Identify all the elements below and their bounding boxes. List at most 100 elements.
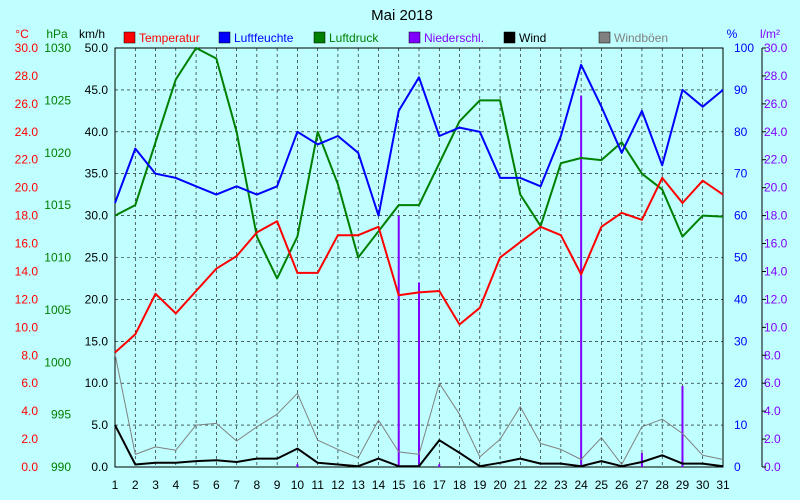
y-tick-label-temp: 28.0 [15,69,39,83]
x-tick-label: 30 [696,478,710,492]
y-tick-label-temp: 2.0 [21,432,38,446]
x-tick-label: 5 [193,478,200,492]
y-tick-label-temp: 12.0 [15,292,39,306]
y-tick-label-hum: 100 [734,41,754,55]
y-tick-label-hum: 0 [734,460,741,474]
y-tick-label-rain: 20.0 [764,181,788,195]
y-tick-label-temp: 22.0 [15,153,39,167]
legend-label: Wind [519,31,546,45]
axis-unit-hum: % [727,27,738,41]
y-tick-label-temp: 14.0 [15,264,39,278]
y-tick-label-wind: 50.0 [85,41,109,55]
x-tick-label: 24 [574,478,588,492]
y-tick-label-temp: 20.0 [15,181,39,195]
x-tick-label: 26 [615,478,629,492]
y-tick-label-temp: 18.0 [15,209,39,223]
y-tick-label-press: 1025 [44,93,71,107]
y-tick-label-rain: 10.0 [764,320,788,334]
x-tick-label: 15 [392,478,406,492]
y-tick-label-temp: 4.0 [21,404,38,418]
y-tick-label-temp: 6.0 [21,376,38,390]
legend-label: Temperatur [139,31,200,45]
x-tick-label: 7 [233,478,240,492]
y-tick-label-wind: 5.0 [91,418,108,432]
legend-swatch [503,31,516,44]
x-tick-label: 6 [213,478,220,492]
y-tick-label-hum: 80 [734,125,748,139]
x-tick-label: 4 [172,478,179,492]
legend-label: Niederschl. [424,31,484,45]
y-tick-label-press: 990 [51,460,71,474]
y-tick-label-rain: 4.0 [764,404,781,418]
y-tick-label-temp: 16.0 [15,237,39,251]
y-tick-label-wind: 45.0 [85,83,109,97]
x-tick-label: 16 [412,478,426,492]
x-tick-label: 31 [716,478,730,492]
x-tick-label: 25 [595,478,609,492]
y-tick-label-rain: 8.0 [764,348,781,362]
x-tick-label: 12 [331,478,345,492]
y-tick-label-hum: 10 [734,418,748,432]
y-tick-label-rain: 14.0 [764,264,788,278]
y-tick-label-press: 995 [51,408,71,422]
y-tick-label-rain: 16.0 [764,237,788,251]
y-tick-label-temp: 24.0 [15,125,39,139]
y-tick-label-press: 1000 [44,355,71,369]
y-tick-label-press: 1020 [44,146,71,160]
y-tick-label-rain: 24.0 [764,125,788,139]
y-tick-label-rain: 26.0 [764,97,788,111]
y-tick-label-wind: 0.0 [91,460,108,474]
chart-title: Mai 2018 [371,7,433,24]
series-line-Temperatur [114,176,724,354]
x-tick-label: 23 [554,478,568,492]
y-tick-label-press: 1010 [44,251,71,265]
y-tick-label-temp: 8.0 [21,348,38,362]
y-tick-label-hum: 30 [734,334,748,348]
y-tick-label-wind: 20.0 [85,292,109,306]
legend-swatch [313,31,326,44]
y-tick-label-wind: 35.0 [85,167,109,181]
y-tick-label-rain: 30.0 [764,41,788,55]
y-tick-label-hum: 20 [734,376,748,390]
y-tick-label-wind: 10.0 [85,376,109,390]
x-tick-label: 17 [433,478,447,492]
y-tick-label-press: 1015 [44,198,71,212]
y-tick-label-rain: 6.0 [764,376,781,390]
y-tick-label-rain: 18.0 [764,209,788,223]
y-tick-label-wind: 40.0 [85,125,109,139]
legend-label: Luftdruck [329,31,379,45]
series-line-Wind [114,424,724,468]
y-tick-label-hum: 40 [734,292,748,306]
y-tick-label-rain: 0.0 [764,460,781,474]
axis-unit-wind: km/h [79,27,105,41]
legend-swatch [598,31,611,44]
y-tick-label-rain: 28.0 [764,69,788,83]
axis-unit-rain: l/m² [760,27,780,41]
x-tick-label: 29 [676,478,690,492]
y-tick-label-wind: 30.0 [85,209,109,223]
x-tick-label: 3 [152,478,159,492]
y-tick-label-wind: 25.0 [85,251,109,265]
axis-unit-temp: °C [15,27,29,41]
x-tick-label: 20 [493,478,507,492]
x-tick-label: 27 [635,478,649,492]
plot-area: 1 2 3 4 5 6 7 8 9 10 11 12 13 14 15 16 17 18 19 20 21 22 23 24 2… [15,27,788,492]
x-tick-label: 21 [514,478,528,492]
x-tick-label: 18 [453,478,467,492]
x-tick-label: 10 [291,478,305,492]
x-tick-label: 9 [274,478,281,492]
y-tick-label-temp: 26.0 [15,97,39,111]
y-tick-label-rain: 2.0 [764,432,781,446]
x-tick-label: 11 [311,478,324,492]
legend-label: Luftfeuchte [234,31,294,45]
y-tick-label-temp: 10.0 [15,320,39,334]
legend-swatch [218,31,231,44]
y-tick-label-press: 1005 [44,303,71,317]
x-tick-label: 8 [254,478,261,492]
x-tick-label: 2 [132,478,139,492]
series-line-Luftdruck [114,47,724,280]
y-tick-label-hum: 70 [734,167,748,181]
legend: Temperatur Luftfeuchte Luftdruck Niederschl… [123,31,668,45]
